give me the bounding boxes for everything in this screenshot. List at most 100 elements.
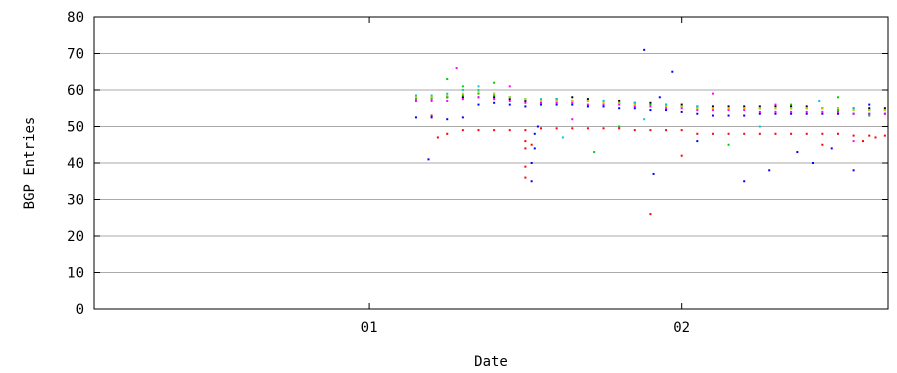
data-point bbox=[758, 110, 761, 113]
data-point bbox=[593, 151, 596, 154]
gridlines bbox=[94, 53, 888, 273]
data-point bbox=[446, 78, 449, 81]
data-point bbox=[446, 94, 449, 97]
data-point bbox=[414, 116, 417, 119]
data-point bbox=[618, 107, 621, 110]
data-point bbox=[414, 96, 417, 99]
data-point bbox=[618, 125, 621, 128]
data-point bbox=[461, 94, 464, 97]
x-tick-label: 01 bbox=[361, 320, 378, 336]
data-point bbox=[555, 101, 558, 104]
data-point bbox=[868, 109, 871, 112]
data-point bbox=[602, 105, 605, 108]
series-8 bbox=[427, 48, 871, 183]
data-point bbox=[618, 101, 621, 104]
data-point bbox=[852, 134, 855, 137]
data-point bbox=[790, 112, 793, 115]
series-9 bbox=[446, 78, 871, 154]
data-point bbox=[530, 180, 533, 183]
data-point bbox=[821, 107, 824, 110]
data-point bbox=[430, 114, 433, 117]
data-point bbox=[571, 96, 574, 99]
data-point bbox=[665, 103, 668, 106]
data-point bbox=[874, 136, 877, 139]
series-7 bbox=[436, 136, 877, 216]
data-point bbox=[461, 92, 464, 95]
data-point bbox=[711, 92, 714, 95]
data-point bbox=[680, 107, 683, 110]
data-point bbox=[524, 99, 527, 102]
data-point bbox=[555, 99, 558, 102]
data-point bbox=[768, 169, 771, 172]
data-point bbox=[836, 107, 839, 110]
series-1 bbox=[430, 114, 886, 137]
data-point bbox=[774, 132, 777, 135]
data-point bbox=[633, 107, 636, 110]
data-point bbox=[868, 134, 871, 137]
data-point bbox=[774, 107, 777, 110]
data-point bbox=[852, 169, 855, 172]
data-point bbox=[805, 105, 808, 108]
data-point bbox=[571, 99, 574, 102]
data-point bbox=[430, 94, 433, 97]
data-point bbox=[790, 132, 793, 135]
data-point bbox=[618, 127, 621, 130]
data-point bbox=[711, 107, 714, 110]
data-point bbox=[821, 110, 824, 113]
data-point bbox=[461, 98, 464, 101]
data-point bbox=[643, 118, 646, 121]
data-point bbox=[602, 103, 605, 106]
data-point bbox=[555, 127, 558, 130]
data-point bbox=[446, 99, 449, 102]
data-point bbox=[868, 114, 871, 117]
data-point bbox=[836, 112, 839, 115]
data-point bbox=[508, 96, 511, 99]
data-point bbox=[774, 112, 777, 115]
data-point bbox=[571, 127, 574, 130]
data-point bbox=[602, 127, 605, 130]
data-point bbox=[536, 125, 539, 128]
data-point bbox=[461, 129, 464, 132]
data-point bbox=[430, 98, 433, 101]
y-axis-label: BGP Entries bbox=[22, 117, 38, 210]
data-point bbox=[758, 107, 761, 110]
y-tick-label: 60 bbox=[67, 83, 84, 99]
data-point bbox=[477, 89, 480, 91]
data-point bbox=[711, 132, 714, 135]
data-point bbox=[868, 112, 871, 115]
data-point bbox=[743, 107, 746, 110]
data-point bbox=[805, 112, 808, 115]
data-point bbox=[477, 129, 480, 132]
data-point bbox=[571, 103, 574, 106]
data-point bbox=[836, 110, 839, 113]
data-point bbox=[414, 98, 417, 101]
data-point bbox=[774, 110, 777, 113]
data-point bbox=[477, 103, 480, 106]
data-point bbox=[671, 70, 674, 73]
data-point bbox=[818, 99, 821, 102]
data-point bbox=[649, 103, 652, 106]
data-point bbox=[508, 99, 511, 102]
data-point bbox=[633, 101, 636, 104]
data-point bbox=[477, 92, 480, 95]
x-axis-label: Date bbox=[474, 354, 508, 370]
data-point bbox=[711, 105, 714, 108]
data-point bbox=[758, 125, 761, 128]
series-11 bbox=[477, 85, 821, 139]
data-point bbox=[836, 132, 839, 135]
data-point bbox=[680, 154, 683, 157]
data-point bbox=[836, 109, 839, 112]
data-point bbox=[493, 81, 496, 84]
series-5 bbox=[414, 89, 886, 112]
data-point bbox=[696, 132, 699, 135]
data-point bbox=[493, 94, 496, 97]
data-point bbox=[524, 101, 527, 104]
data-point bbox=[602, 99, 605, 102]
data-point bbox=[861, 140, 864, 143]
data-point bbox=[493, 92, 496, 95]
data-point bbox=[524, 105, 527, 108]
data-point bbox=[540, 103, 543, 106]
data-point bbox=[790, 110, 793, 113]
data-point bbox=[446, 132, 449, 135]
